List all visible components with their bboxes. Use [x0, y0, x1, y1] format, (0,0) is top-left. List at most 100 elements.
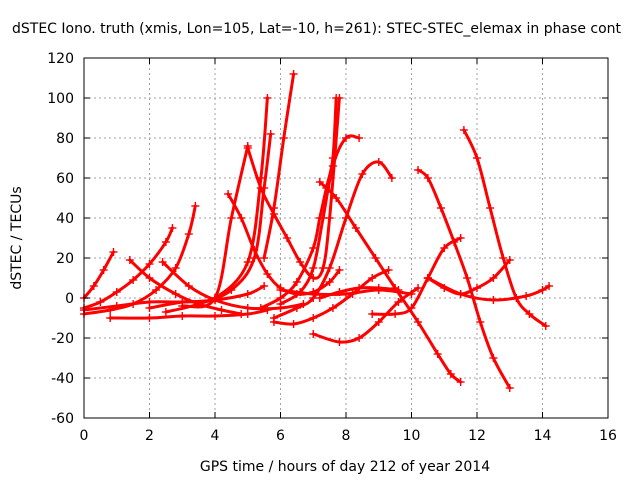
data-point-marker — [266, 130, 275, 138]
series-26 — [423, 274, 554, 304]
series-line — [318, 180, 463, 384]
data-point-marker — [276, 286, 285, 294]
data-point-marker — [191, 202, 200, 210]
data-point-marker — [325, 278, 334, 286]
series-line — [82, 226, 174, 310]
data-point-marker — [423, 174, 432, 182]
series-17 — [269, 266, 393, 328]
data-point-marker — [171, 264, 180, 272]
data-point-marker — [545, 282, 554, 290]
data-point-marker — [309, 244, 318, 252]
data-point-marker — [296, 258, 305, 266]
data-point-marker — [256, 304, 265, 312]
data-point-marker — [332, 94, 341, 102]
y-axis-label: dSTEC / TECUs — [9, 186, 25, 289]
data-point-marker — [319, 214, 328, 222]
data-point-marker — [309, 264, 318, 272]
data-point-marker — [158, 258, 167, 266]
data-point-marker — [99, 266, 108, 274]
data-point-marker — [315, 178, 324, 186]
data-point-marker — [391, 310, 400, 318]
series-21 — [309, 284, 423, 346]
data-point-marker — [125, 256, 134, 264]
data-point-marker — [387, 174, 396, 182]
data-point-marker — [505, 256, 514, 264]
data-point-marker — [161, 238, 170, 246]
data-point-marker — [525, 310, 534, 318]
series-line — [180, 144, 250, 309]
data-point-marker — [211, 294, 219, 302]
data-point-marker — [168, 224, 177, 232]
data-point-marker — [243, 258, 252, 266]
data-point-marker — [414, 318, 423, 326]
data-point-marker — [178, 298, 187, 306]
data-point-marker — [256, 184, 265, 192]
data-point-marker — [328, 162, 337, 170]
data-point-marker — [243, 290, 252, 298]
series-line — [82, 250, 115, 300]
series-22 — [368, 234, 465, 318]
series-line — [148, 96, 269, 310]
series-12 — [260, 70, 298, 262]
data-point-marker — [423, 274, 432, 282]
data-point-marker — [227, 214, 236, 222]
data-point-marker — [368, 274, 377, 282]
axis-ticks: 0 2 4 6 8 10 12 14 16 -60 -40 -20 0 20 40 60 80 100 120 — [47, 51, 617, 444]
data-point-marker — [211, 312, 219, 320]
y-tick-label: -60 — [51, 411, 74, 427]
y-tick-label: -40 — [51, 371, 74, 387]
data-point-marker — [109, 248, 118, 256]
data-point-marker — [355, 284, 364, 292]
data-point-marker — [145, 274, 154, 282]
data-point-marker — [342, 134, 350, 142]
data-point-marker — [145, 314, 154, 322]
data-point-marker — [106, 314, 115, 322]
series-line — [370, 236, 463, 316]
data-point-marker — [263, 270, 272, 278]
data-point-marker — [292, 304, 301, 312]
data-point-marker — [325, 264, 334, 272]
data-point-marker — [456, 290, 465, 298]
data-point-marker — [476, 318, 485, 326]
data-point-marker — [433, 350, 442, 358]
data-point-marker — [394, 298, 403, 306]
x-tick-label: 12 — [468, 428, 486, 444]
data-point-marker — [263, 94, 272, 102]
data-point-marker — [486, 204, 495, 212]
data-point-marker — [237, 214, 246, 222]
data-point-marker — [499, 254, 508, 262]
data-point-marker — [463, 274, 472, 282]
data-point-marker — [473, 284, 481, 292]
data-point-marker — [292, 278, 301, 286]
data-point-marker — [459, 126, 468, 134]
x-tick-label: 4 — [211, 428, 220, 444]
data-point-marker — [112, 302, 121, 310]
x-tick-label: 6 — [276, 428, 285, 444]
data-point-marker — [541, 322, 550, 330]
data-point-marker — [184, 230, 193, 238]
data-point-marker — [342, 290, 350, 298]
y-tick-label: 0 — [65, 291, 74, 307]
data-point-marker — [260, 282, 269, 290]
data-point-marker — [489, 354, 498, 362]
chart-title: dSTEC Iono. truth (xmis, Lon=105, Lat=-1… — [12, 21, 622, 37]
data-point-marker — [178, 312, 187, 320]
data-point-marker — [243, 144, 252, 152]
data-point-marker — [355, 334, 364, 342]
data-point-marker — [371, 254, 380, 262]
x-axis-label: GPS time / hours of day 212 of year 2014 — [200, 459, 490, 475]
data-point-marker — [112, 288, 121, 296]
data-point-marker — [374, 318, 383, 326]
data-point-marker — [374, 158, 383, 166]
data-point-marker — [351, 224, 360, 232]
data-point-marker — [145, 304, 154, 312]
data-point-marker — [217, 306, 226, 314]
data-point-marker — [289, 320, 298, 328]
data-point-marker — [440, 244, 449, 252]
data-point-marker — [332, 194, 341, 202]
data-point-marker — [328, 304, 337, 312]
data-point-marker — [414, 166, 423, 174]
data-point-marker — [276, 300, 285, 308]
data-point-marker — [407, 304, 416, 312]
data-point-marker — [335, 338, 344, 346]
